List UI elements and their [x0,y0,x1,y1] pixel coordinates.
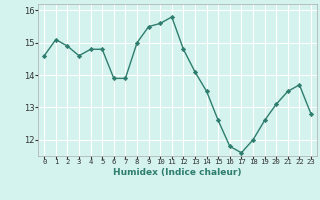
X-axis label: Humidex (Indice chaleur): Humidex (Indice chaleur) [113,168,242,177]
